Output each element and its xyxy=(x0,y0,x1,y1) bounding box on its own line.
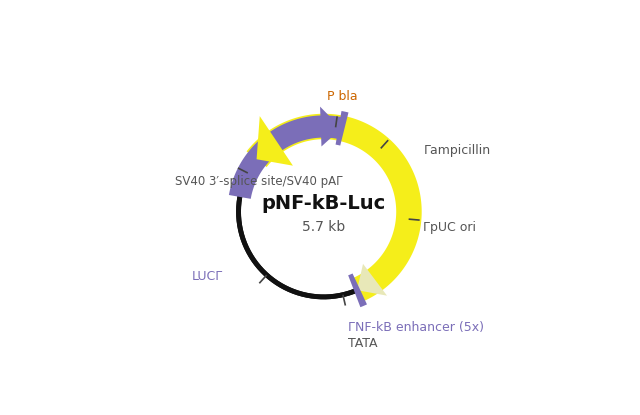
Polygon shape xyxy=(320,107,342,146)
Text: pNF-kB-Luc: pNF-kB-Luc xyxy=(262,194,386,212)
Polygon shape xyxy=(335,111,349,146)
Polygon shape xyxy=(348,273,367,307)
Text: 5.7 kb: 5.7 kb xyxy=(302,220,346,234)
Text: P bla: P bla xyxy=(327,90,358,103)
Text: ΓNF-kB enhancer (5x): ΓNF-kB enhancer (5x) xyxy=(348,321,484,334)
Text: Γampicillin: Γampicillin xyxy=(424,144,491,157)
Polygon shape xyxy=(357,264,387,295)
Text: ΓpUC ori: ΓpUC ori xyxy=(424,220,476,234)
Text: SV40 3′-splice site/SV40 pAΓ: SV40 3′-splice site/SV40 pAΓ xyxy=(175,175,342,188)
Text: LUCΓ: LUCΓ xyxy=(192,270,223,283)
Polygon shape xyxy=(229,115,344,199)
Polygon shape xyxy=(257,116,293,166)
Text: TATA: TATA xyxy=(348,337,377,350)
Polygon shape xyxy=(246,114,422,302)
Polygon shape xyxy=(339,117,420,300)
